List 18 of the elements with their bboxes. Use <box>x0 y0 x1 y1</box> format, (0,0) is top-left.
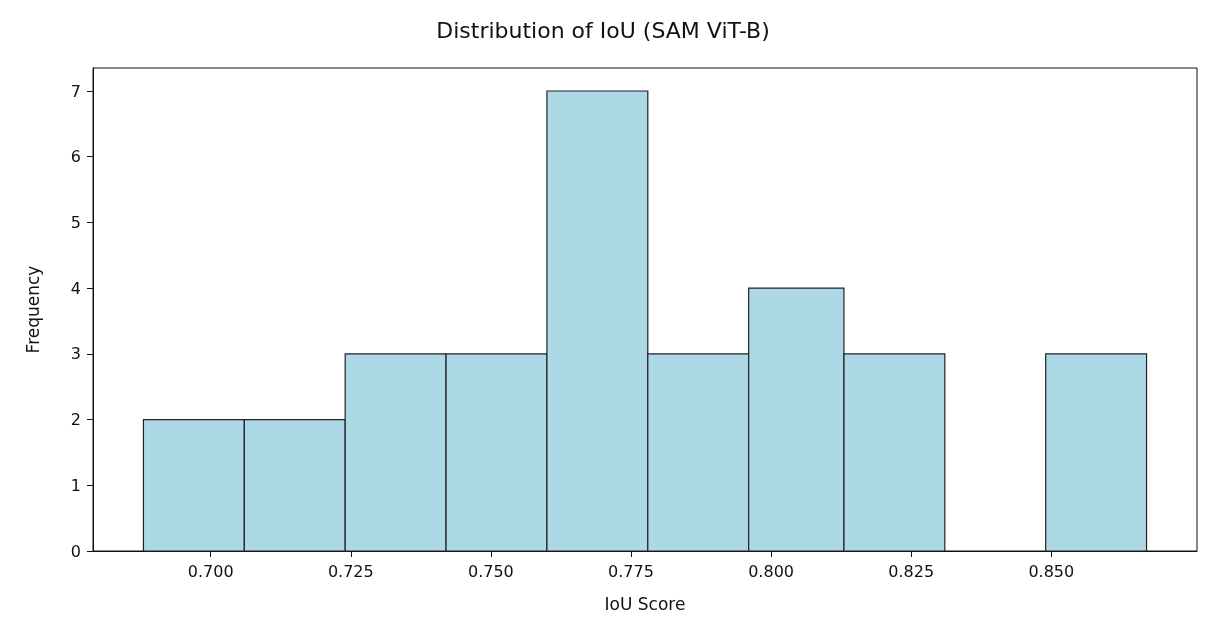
chart-title: Distribution of IoU (SAM ViT-B) <box>436 17 770 43</box>
y-tick-label: 1 <box>70 475 81 495</box>
y-tick-label: 6 <box>70 147 81 167</box>
x-tick-label: 0.775 <box>608 561 654 581</box>
x-tick-label: 0.725 <box>327 561 374 581</box>
y-tick-label: 5 <box>70 212 81 232</box>
y-tick-label: 4 <box>70 278 81 298</box>
x-tick-label: 0.750 <box>467 561 514 581</box>
x-tick-label: 0.850 <box>1028 561 1075 581</box>
x-tick-label: 0.800 <box>748 561 794 581</box>
y-tick-label: 2 <box>70 410 81 430</box>
y-axis-title: Frequency <box>22 265 43 354</box>
x-tick-label: 0.825 <box>888 561 935 581</box>
x-axis-title: IoU Score <box>604 593 686 614</box>
y-tick-label: 3 <box>70 344 81 364</box>
x-tick-label: 0.700 <box>187 561 234 581</box>
y-tick-label: 7 <box>70 81 81 101</box>
y-tick-label: 0 <box>70 541 81 561</box>
